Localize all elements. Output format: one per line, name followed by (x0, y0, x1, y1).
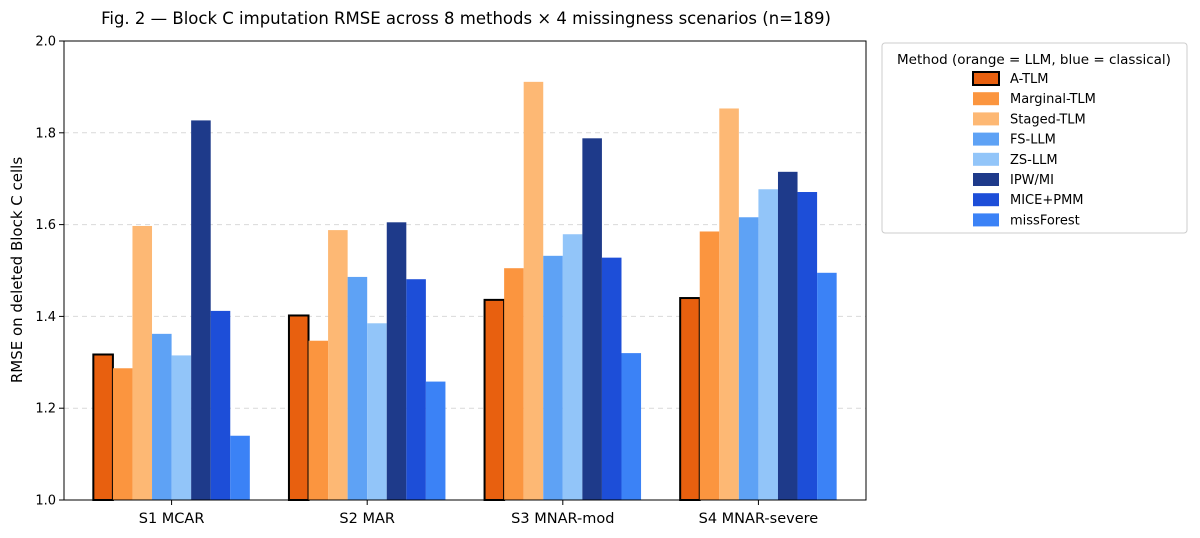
bar-fs-llm-2 (347, 276, 368, 500)
bar-mice-pmm-3 (601, 257, 622, 500)
legend-swatch (972, 71, 1000, 86)
chart-title: Fig. 2 — Block C imputation RMSE across … (101, 9, 831, 28)
legend-swatch (973, 213, 999, 227)
bar-a-tlm-1 (92, 353, 114, 502)
bar-fs-llm-3 (543, 255, 563, 500)
bar-mice-pmm-1 (210, 310, 231, 500)
legend-label: FS-LLM (1010, 133, 1056, 148)
bar-ipw-mi-2 (386, 222, 407, 500)
x-tick-label: S4 MNAR-severe (699, 511, 819, 527)
bar-ipw-mi-3 (582, 138, 602, 501)
x-tick-label: S1 MCAR (139, 511, 205, 527)
legend-label: ZS-LLM (1010, 153, 1058, 168)
bar-missforest-4 (817, 272, 837, 500)
bar-marginal-tlm-4 (699, 231, 720, 501)
bar-marginal-tlm-1 (112, 368, 133, 500)
bar-staged-tlm-3 (523, 81, 544, 500)
y-axis-label: RMSE on deleted Block C cells (8, 157, 26, 384)
legend-swatch (973, 152, 999, 166)
y-tick-label: 2.0 (35, 35, 56, 50)
legend-title: Method (orange = LLM, blue = classical) (897, 52, 1171, 68)
legend: Method (orange = LLM, blue = classical) … (881, 42, 1188, 234)
bar-a-tlm-4 (679, 297, 701, 502)
bar-mice-pmm-4 (797, 192, 818, 501)
y-tick-label: 1.4 (35, 310, 56, 325)
y-axis: 1.0 1.2 1.4 1.6 1.8 2.0 (35, 35, 64, 509)
bar-zs-llm-4 (758, 189, 778, 500)
bar-ipw-mi-1 (191, 120, 211, 501)
bar-zs-llm-1 (171, 355, 192, 500)
x-axis: S1 MCAR S2 MAR S3 MNAR-mod S4 MNAR-severe (139, 500, 819, 527)
bar-fs-llm-1 (152, 333, 172, 500)
legend-label: IPW/MI (1010, 173, 1054, 188)
legend-label: missForest (1010, 213, 1080, 228)
legend-swatch (973, 173, 999, 186)
legend-swatch (973, 193, 999, 207)
plot-frame (63, 40, 867, 501)
bar-marginal-tlm-3 (504, 268, 524, 500)
legend-label: A-TLM (1010, 72, 1049, 87)
bar-zs-llm-3 (562, 234, 583, 500)
y-tick-label: 1.2 (35, 402, 56, 417)
bar-staged-tlm-1 (132, 225, 153, 501)
bar-missforest-1 (230, 435, 250, 500)
bar-staged-tlm-2 (328, 230, 348, 500)
bar-a-tlm-3 (483, 298, 506, 501)
legend-items: A-TLM Marginal-TLM Staged-TLM FS-LLM ZS-LLM I… (972, 71, 1096, 228)
bar-staged-tlm-4 (719, 108, 739, 501)
bar-zs-llm-2 (367, 323, 387, 500)
y-tick-label: 1.6 (35, 218, 56, 233)
x-tick-label: S3 MNAR-mod (511, 511, 614, 527)
legend-label: Staged-TLM (1010, 112, 1086, 127)
bar-missforest-3 (621, 353, 642, 500)
legend-swatch (973, 132, 999, 146)
y-tick-label: 1.8 (35, 126, 56, 141)
legend-swatch (973, 92, 999, 106)
y-tick-label: 1.0 (35, 494, 56, 509)
bar-a-tlm-2 (287, 314, 310, 501)
x-tick-label: S2 MAR (339, 511, 395, 527)
bar-marginal-tlm-2 (308, 340, 329, 500)
bars-layer (92, 81, 837, 502)
legend-swatch (973, 112, 999, 126)
legend-label: Marginal-TLM (1010, 92, 1096, 107)
bar-missforest-2 (425, 381, 446, 500)
legend-frame (881, 42, 1188, 234)
bar-mice-pmm-2 (406, 279, 426, 500)
bar-fs-llm-4 (738, 217, 759, 501)
legend-label: MICE+PMM (1010, 193, 1084, 208)
bar-ipw-mi-4 (777, 171, 798, 500)
